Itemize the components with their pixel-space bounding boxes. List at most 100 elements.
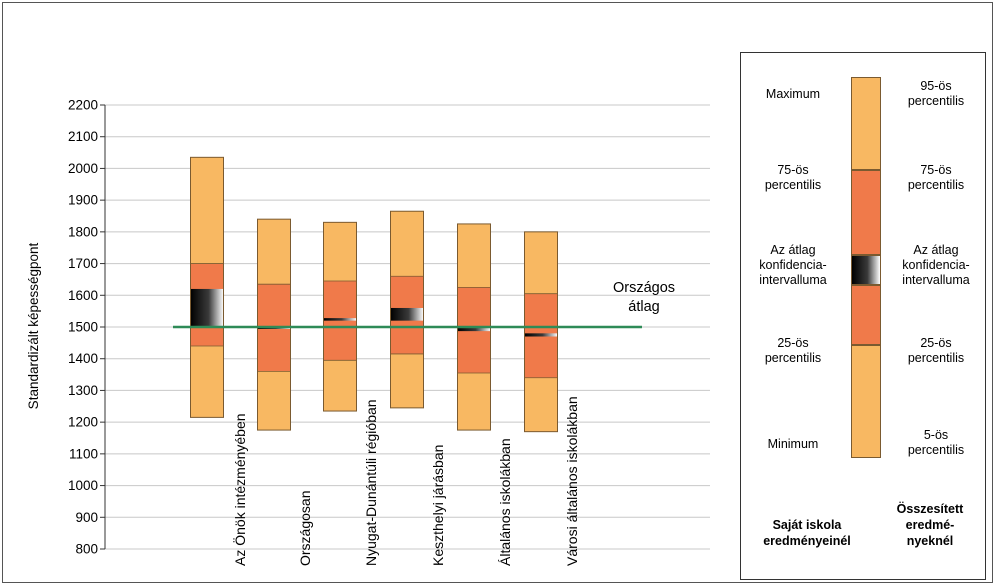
box-upper-whisker-6 (524, 231, 558, 294)
box-4 (390, 210, 424, 409)
y-tick-label-1100: 1100 (69, 446, 98, 461)
reference-line-label-line1: Országos (613, 280, 675, 296)
box-upper-whisker-3 (323, 222, 357, 282)
y-tick-label-2100: 2100 (68, 129, 98, 144)
legend-right-label-line: percentilis (907, 94, 965, 108)
box-6 (524, 231, 558, 433)
legend-right-label-line: percentilis (907, 178, 965, 192)
legend: Maximum 75-ös percentilis Az átlag konfidenc… (740, 52, 986, 580)
legend-footer-left: Saját iskola eredményeinél (747, 517, 867, 549)
legend-footer-left-line2: eredményeinél (763, 534, 851, 548)
legend-right-label-line: intervalluma (902, 273, 970, 287)
reference-line-label-line2: átlag (628, 299, 659, 315)
legend-left-label-4: 25-ös percentilis (743, 336, 843, 366)
legend-right-label-1: 95-ös percentilis (887, 79, 985, 109)
legend-left-label-line: percentilis (764, 178, 822, 192)
box-lower-whisker-2 (257, 371, 291, 431)
y-tick-label-1400: 1400 (68, 351, 98, 366)
y-tick-label-1000: 1000 (68, 478, 98, 493)
legend-upper-iqr (851, 170, 881, 255)
legend-right-label-5: 5-ös percentilis (887, 428, 985, 458)
box-ci-1 (190, 288, 224, 327)
y-tick-label-2200: 2200 (68, 98, 98, 113)
legend-left-label-line: Maximum (765, 87, 821, 101)
legend-right-label-4: 25-ös percentilis (887, 336, 985, 366)
legend-right-label-line: 5-ös (923, 428, 949, 442)
y-tick-label-1700: 1700 (68, 256, 98, 271)
y-axis: 800 900 1000 1100 1200 1300 1400 1500 1600 1700 18… (68, 98, 106, 557)
category-label-3: Nyugat-Dunántúli régióban (363, 399, 379, 566)
y-tick-label-1600: 1600 (68, 288, 98, 303)
category-label-1: Az Önök intézményében (231, 413, 248, 566)
y-tick-label-1900: 1900 (68, 193, 98, 208)
legend-footer-right-line3: nyeknél (906, 534, 954, 548)
box-lower-whisker-6 (524, 377, 558, 432)
box-outline-1 (190, 156, 224, 418)
legend-footer-right: Összesített eredmé- nyeknél (877, 501, 983, 549)
category-label-6: Városi általános iskolákban (564, 396, 580, 566)
legend-left-label-line: 75-ös (777, 163, 809, 177)
y-tick-label-1300: 1300 (68, 383, 98, 398)
legend-footer-left-line1: Saját iskola (772, 518, 842, 532)
legend-right-label-line: 25-ös (920, 336, 952, 350)
y-tick-label-1500: 1500 (68, 320, 98, 335)
box-lower-whisker-3 (323, 360, 357, 412)
box-lower-whisker-1 (190, 346, 224, 418)
legend-right-label-line: Az átlag (913, 243, 959, 257)
legend-right-label-3: Az átlag konfidencia-intervalluma (887, 243, 985, 288)
legend-upper-whisker (851, 77, 881, 170)
box-5 (457, 223, 491, 431)
box-lower-whisker-5 (457, 372, 491, 431)
legend-right-label-line: 95-ös (920, 79, 952, 93)
legend-right-label-line: 75-ös (920, 163, 952, 177)
legend-left-label-5: Minimum (743, 437, 843, 452)
y-axis-title: Standardizált képességpont (26, 242, 41, 409)
category-label-5: Általános iskolákban (497, 438, 513, 566)
box-outline-6 (524, 231, 558, 433)
box-2 (257, 218, 291, 431)
box-ci-3 (323, 318, 357, 321)
box-upper-whisker-1 (190, 157, 224, 264)
legend-ci (851, 255, 881, 285)
y-tick-label-2000: 2000 (68, 161, 98, 176)
legend-footer-right-line1: Összesített (896, 502, 964, 516)
legend-right-label-line: konfidencia- (902, 258, 970, 272)
legend-left-label-line: intervalluma (759, 273, 827, 287)
legend-lower-iqr (851, 285, 881, 345)
box-1 (190, 156, 224, 418)
box-outline-4 (390, 210, 424, 409)
category-label-2: Országosan (297, 491, 313, 566)
box-ci-6 (524, 333, 558, 337)
y-tick-label-800: 800 (75, 542, 98, 557)
legend-lower-whisker (851, 345, 881, 458)
legend-left-label-2: 75-ös percentilis (743, 163, 843, 193)
box-chart: 800 900 1000 1100 1200 1300 1400 1500 1600 1700 18… (26, 98, 710, 566)
box-outline-2 (257, 218, 291, 431)
legend-left-label-line: konfidencia- (759, 258, 827, 272)
box-upper-whisker-5 (457, 223, 491, 288)
y-tick-label-1800: 1800 (68, 224, 98, 239)
y-tick-label-900: 900 (75, 510, 98, 525)
box-ci-5 (457, 327, 491, 332)
legend-footer-right-line2: eredmé- (905, 518, 955, 532)
legend-right-label-line: percentilis (907, 443, 965, 457)
legend-left-label-3: Az átlag konfidencia-intervalluma (743, 243, 843, 288)
legend-left-label-line: Az átlag (770, 243, 816, 257)
box-3 (323, 221, 357, 412)
box-upper-whisker-4 (390, 211, 424, 277)
legend-right-label-2: 75-ös percentilis (887, 163, 985, 193)
legend-left-label-line: Minimum (767, 437, 819, 451)
box-series (190, 156, 558, 433)
legend-left-label-1: Maximum (743, 87, 843, 102)
legend-left-label-line: percentilis (764, 351, 822, 365)
y-tick-label-1200: 1200 (68, 415, 98, 430)
box-outline-3 (323, 221, 357, 412)
box-ci-4 (390, 307, 424, 321)
box-upper-whisker-2 (257, 219, 291, 285)
box-lower-whisker-4 (390, 353, 424, 408)
legend-left-label-line: 25-ös (777, 336, 809, 350)
legend-right-label-line: percentilis (907, 351, 965, 365)
category-labels: Az Önök intézményében Országosan Nyugat-Du… (231, 396, 580, 566)
category-label-4: Keszthelyi járásban (430, 445, 446, 566)
